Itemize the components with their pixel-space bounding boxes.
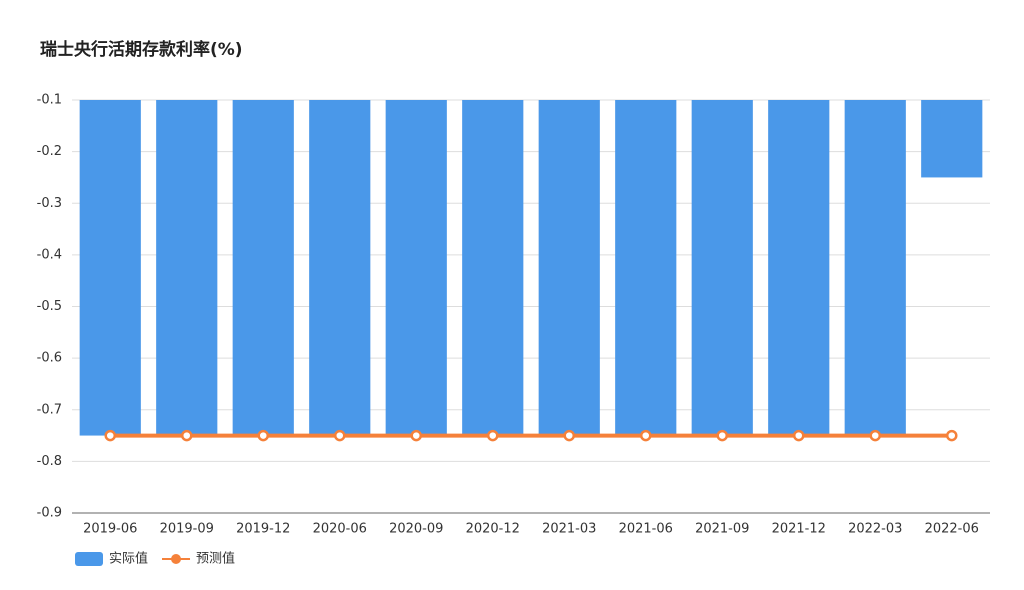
legend-swatch (75, 552, 103, 566)
point (487, 429, 499, 442)
y-tick-label: -0.8 (37, 454, 62, 469)
point (793, 429, 805, 442)
x-tick-label: 2019-09 (160, 522, 214, 537)
bar (232, 100, 294, 436)
bar (538, 100, 600, 436)
point (563, 429, 575, 442)
x-tick-label: 2020-12 (466, 522, 520, 537)
point (716, 429, 728, 442)
x-tick-label: 2019-06 (83, 522, 137, 537)
y-tick-label: -0.5 (37, 299, 62, 314)
y-tick-label: -0.6 (37, 351, 62, 366)
point (104, 429, 116, 442)
y-tick-label: -0.9 (37, 506, 62, 521)
point (946, 429, 958, 442)
bar (921, 100, 983, 178)
y-tick-label: -0.7 (37, 402, 62, 417)
bar (691, 100, 753, 436)
x-tick-label: 2021-03 (542, 522, 596, 537)
bar (156, 100, 218, 436)
x-tick-label: 2021-12 (772, 522, 826, 537)
point (257, 429, 269, 442)
y-tick-label: -0.1 (37, 93, 62, 108)
legend-label: 预测值 (196, 551, 235, 567)
x-tick-label: 2021-06 (619, 522, 673, 537)
chart-title: 瑞士央行活期存款利率(%) (40, 39, 243, 60)
bar (844, 100, 906, 436)
x-tick-label: 2022-06 (925, 522, 979, 537)
x-tick-label: 2020-06 (313, 522, 367, 537)
legend-label: 实际值 (109, 551, 148, 567)
bar (615, 100, 677, 436)
x-tick-label: 2022-03 (848, 522, 902, 537)
point (869, 429, 881, 442)
y-tick-label: -0.3 (37, 196, 62, 211)
point (181, 429, 193, 442)
y-tick-label: -0.2 (37, 144, 62, 159)
bar (309, 100, 371, 436)
x-tick-label: 2020-09 (389, 522, 443, 537)
point (640, 429, 652, 442)
bar (385, 100, 447, 436)
point (334, 429, 346, 442)
legend-swatch (171, 554, 182, 564)
y-tick-label: -0.4 (37, 247, 62, 262)
bar (768, 100, 830, 436)
x-tick-label: 2021-09 (695, 522, 749, 537)
x-tick-label: 2019-12 (236, 522, 290, 537)
point (410, 429, 422, 442)
bar (462, 100, 524, 436)
bar (79, 100, 141, 436)
